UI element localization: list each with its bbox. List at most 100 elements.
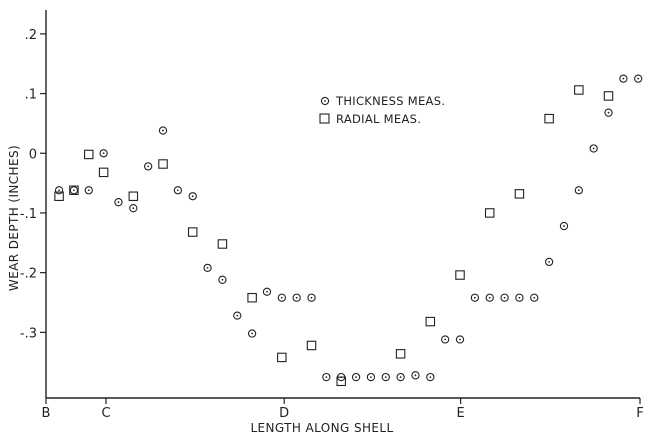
y-tick-label: -.2 xyxy=(20,267,37,282)
thickness-point-dot xyxy=(310,296,313,299)
thickness-point xyxy=(114,198,123,207)
radial-point xyxy=(54,191,64,201)
thickness-point-dot xyxy=(607,111,610,114)
thickness-point xyxy=(173,186,183,195)
thickness-point-dot xyxy=(414,374,417,377)
thickness-point-dot xyxy=(132,207,135,210)
radial-point xyxy=(69,185,79,196)
thickness-point-dot xyxy=(622,77,625,80)
radial-point xyxy=(336,376,346,387)
radial-point xyxy=(187,227,198,237)
thickness-point-dot xyxy=(429,376,432,379)
thickness-point xyxy=(589,144,598,153)
thickness-point xyxy=(247,329,257,338)
thickness-point-dot xyxy=(117,201,120,204)
thickness-point-dot xyxy=(473,296,476,299)
thickness-point-dot xyxy=(503,296,506,299)
thickness-point-dot xyxy=(206,266,209,269)
thickness-point xyxy=(381,372,390,382)
thickness-point-dot xyxy=(280,296,283,299)
thickness-point-dot xyxy=(191,195,194,198)
thickness-point xyxy=(233,311,242,320)
thickness-point xyxy=(158,126,168,135)
thickness-point xyxy=(54,186,64,195)
series-thickness xyxy=(54,74,643,382)
thickness-point-dot xyxy=(176,189,179,192)
thickness-point xyxy=(322,372,331,382)
radial-point xyxy=(84,149,94,160)
radial-point xyxy=(98,167,109,178)
radial-point xyxy=(128,191,139,201)
radial-point xyxy=(455,270,465,280)
thickness-point-dot xyxy=(637,77,640,80)
thickness-point xyxy=(307,293,316,302)
y-tick-label: -.1 xyxy=(20,207,37,222)
radial-point xyxy=(158,159,168,169)
thickness-point xyxy=(411,371,420,380)
thickness-point xyxy=(188,192,197,201)
thickness-point xyxy=(99,149,108,158)
thickness-point xyxy=(203,263,212,273)
thickness-point xyxy=(277,293,286,302)
radial-point xyxy=(484,208,495,218)
x-tick-label: B xyxy=(42,406,51,421)
legend-marker-thickness xyxy=(320,96,330,106)
x-tick-label: F xyxy=(636,406,643,421)
legend-marker-thickness-dot xyxy=(324,100,326,102)
thickness-point-dot xyxy=(162,129,164,132)
x-axis-title: LENGTH ALONG SHELL xyxy=(250,421,393,435)
radial-point xyxy=(514,189,525,199)
x-tick-label: D xyxy=(279,406,289,421)
legend-label-thickness: THICKNESS MEAS. xyxy=(335,94,445,108)
thickness-point xyxy=(84,186,93,195)
thickness-point xyxy=(292,293,301,302)
y-tick-label: .1 xyxy=(25,88,37,103)
thickness-point xyxy=(218,275,227,284)
thickness-point xyxy=(351,372,361,382)
thickness-point-dot xyxy=(563,225,565,227)
thickness-point xyxy=(574,186,583,195)
thickness-point-dot xyxy=(295,296,298,299)
legend: THICKNESS MEAS. RADIAL MEAS. xyxy=(319,94,445,126)
data-points xyxy=(54,74,643,387)
thickness-point-dot xyxy=(444,338,447,341)
thickness-point-dot xyxy=(518,296,521,299)
thickness-point xyxy=(69,186,79,195)
x-tick-label: E xyxy=(457,406,465,421)
thickness-point-dot xyxy=(548,261,551,263)
thickness-point xyxy=(634,74,643,83)
thickness-point xyxy=(366,372,376,382)
thickness-point-dot xyxy=(58,189,60,192)
thickness-point-dot xyxy=(533,296,536,299)
thickness-point xyxy=(500,293,509,302)
thickness-point-dot xyxy=(251,332,254,335)
thickness-point-dot xyxy=(266,290,268,293)
x-tick-label: C xyxy=(101,406,110,421)
thickness-point-dot xyxy=(147,165,150,168)
thickness-point-dot xyxy=(355,376,357,379)
thickness-point xyxy=(144,162,153,171)
radial-point xyxy=(574,85,584,95)
y-tick-label: .2 xyxy=(25,28,37,43)
thickness-point-dot xyxy=(577,189,580,192)
y-tick-label: -.3 xyxy=(20,326,37,341)
thickness-point-dot xyxy=(592,147,595,150)
thickness-point-dot xyxy=(459,338,461,341)
y-axis-title: WEAR DEPTH (INCHES) xyxy=(7,145,21,291)
thickness-point xyxy=(470,293,480,302)
thickness-point-dot xyxy=(370,376,372,379)
legend-label-radial: RADIAL MEAS. xyxy=(336,112,421,126)
series-radial xyxy=(54,85,614,387)
radial-point xyxy=(277,352,287,363)
radial-point xyxy=(544,113,554,124)
thickness-point xyxy=(544,257,554,267)
thickness-point-dot xyxy=(221,278,224,281)
thickness-point xyxy=(426,372,435,382)
thickness-point xyxy=(396,372,405,382)
thickness-point-dot xyxy=(399,376,402,379)
thickness-point-dot xyxy=(87,189,90,192)
ticks: .2 .1 0 -.1 -.2 -.3 B C D E F xyxy=(20,28,644,421)
radial-point xyxy=(603,91,614,101)
